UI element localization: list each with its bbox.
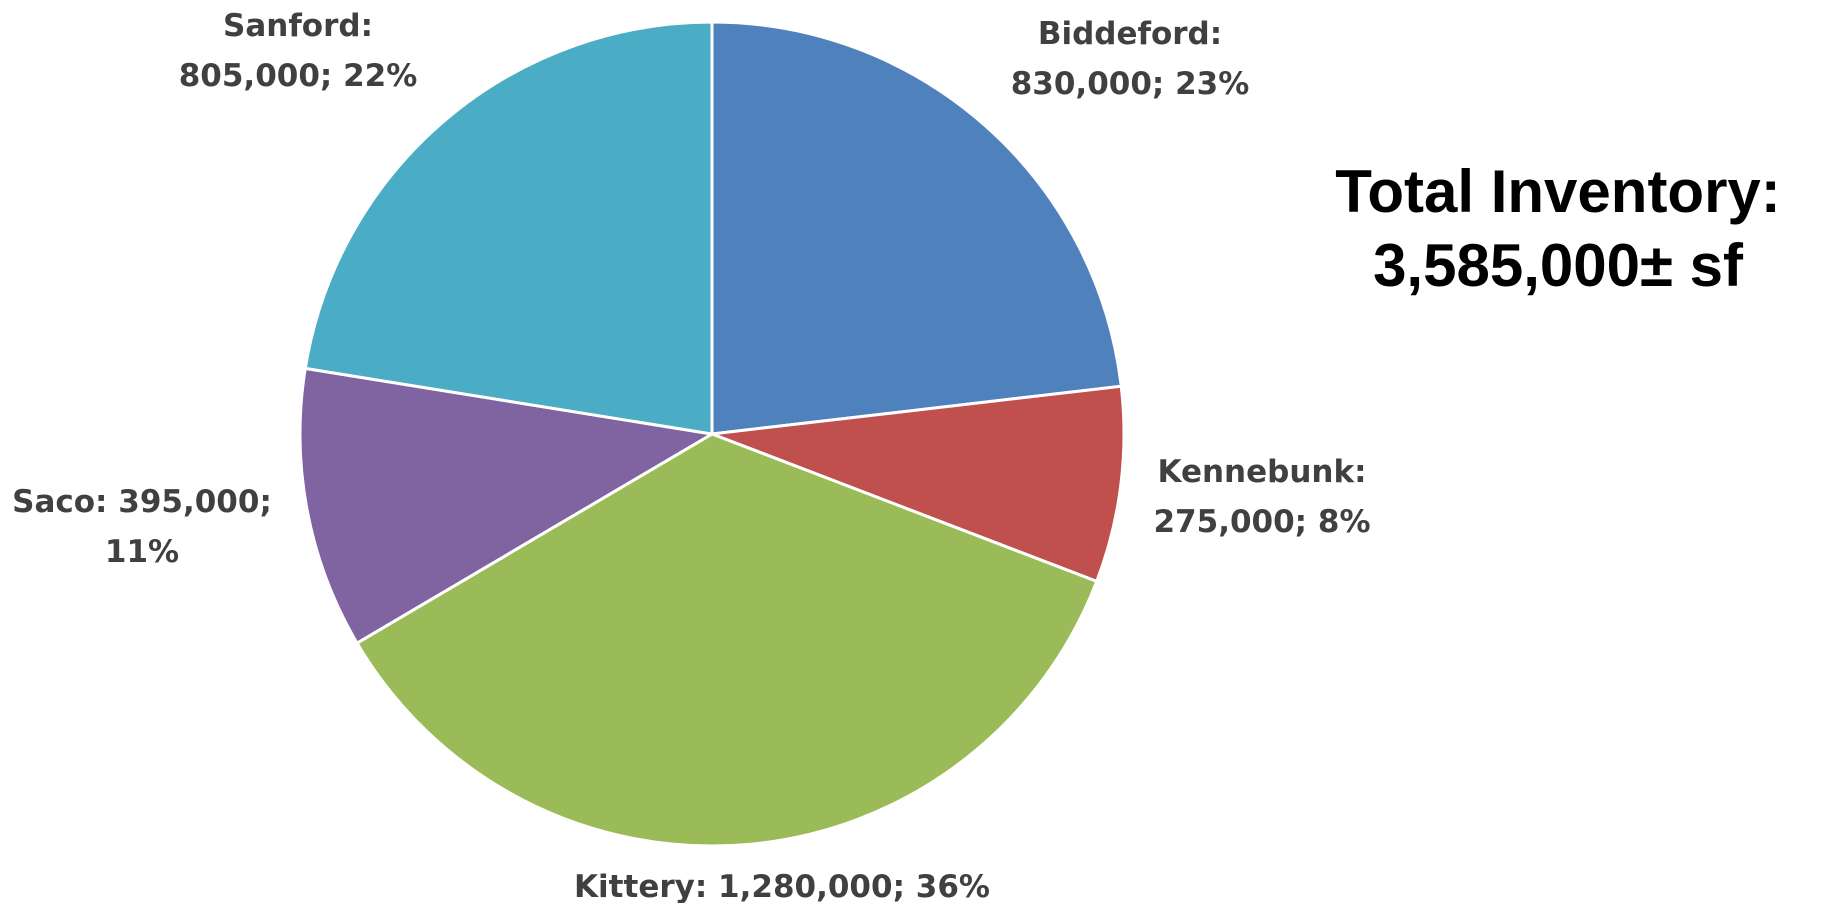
total-inventory-block: Total Inventory: 3,585,000± sf bbox=[1298, 155, 1818, 303]
slice-label-line: 275,000; 8% bbox=[1153, 504, 1370, 540]
slice-label-kennebunk: Kennebunk: 275,000; 8% bbox=[1153, 454, 1370, 540]
pie-slice-kennebunk bbox=[711, 384, 1126, 584]
slice-label-line: Biddeford: bbox=[1038, 16, 1222, 52]
pie-slices bbox=[298, 20, 1126, 848]
total-inventory-title: Total Inventory: bbox=[1335, 158, 1781, 225]
slice-label-line: Sanford: bbox=[223, 8, 373, 44]
slice-label-saco: Saco: 395,000; 11% bbox=[12, 484, 272, 570]
pie-slice-kittery bbox=[354, 432, 1099, 848]
slice-label-line: Kittery: 1,280,000; 36% bbox=[574, 869, 990, 903]
slice-label-line: Saco: 395,000; bbox=[12, 484, 272, 520]
pie-slice-biddeford bbox=[710, 20, 1123, 436]
slice-label-line: 830,000; 23% bbox=[1011, 66, 1250, 102]
pie-labels: Biddeford: 830,000; 23% Kennebunk: 275,000;… bbox=[12, 8, 1370, 903]
slice-label-kittery: Kittery: 1,280,000; 36% bbox=[574, 869, 990, 903]
slice-label-sanford: Sanford: 805,000; 22% bbox=[179, 8, 418, 94]
slice-label-line: 11% bbox=[105, 534, 179, 570]
slice-label-line: Kennebunk: bbox=[1157, 454, 1366, 490]
pie-slice-saco bbox=[298, 366, 717, 646]
total-inventory-value: 3,585,000± sf bbox=[1373, 232, 1743, 299]
slice-label-biddeford: Biddeford: 830,000; 23% bbox=[1011, 16, 1250, 102]
slice-label-line: 805,000; 22% bbox=[179, 58, 418, 94]
pie-slice-sanford bbox=[303, 20, 714, 436]
